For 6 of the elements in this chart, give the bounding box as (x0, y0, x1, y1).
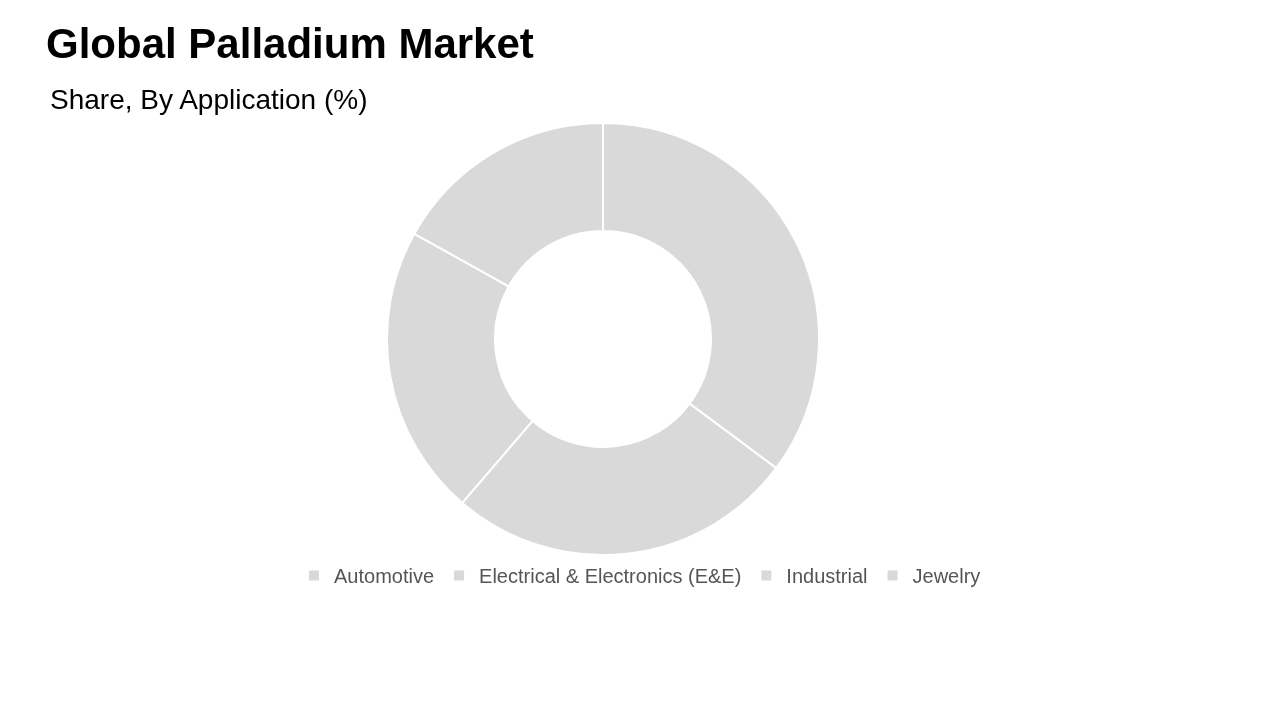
legend-label: Electrical & Electronics (E&E) (479, 565, 742, 588)
legend-label: Automotive (334, 565, 435, 588)
chart-title: Global Palladium Market (46, 20, 534, 67)
legend-label: Industrial (786, 565, 868, 588)
chart-subtitle: Share, By Application (%) (50, 84, 368, 115)
legend-label: Jewelry (912, 565, 981, 588)
